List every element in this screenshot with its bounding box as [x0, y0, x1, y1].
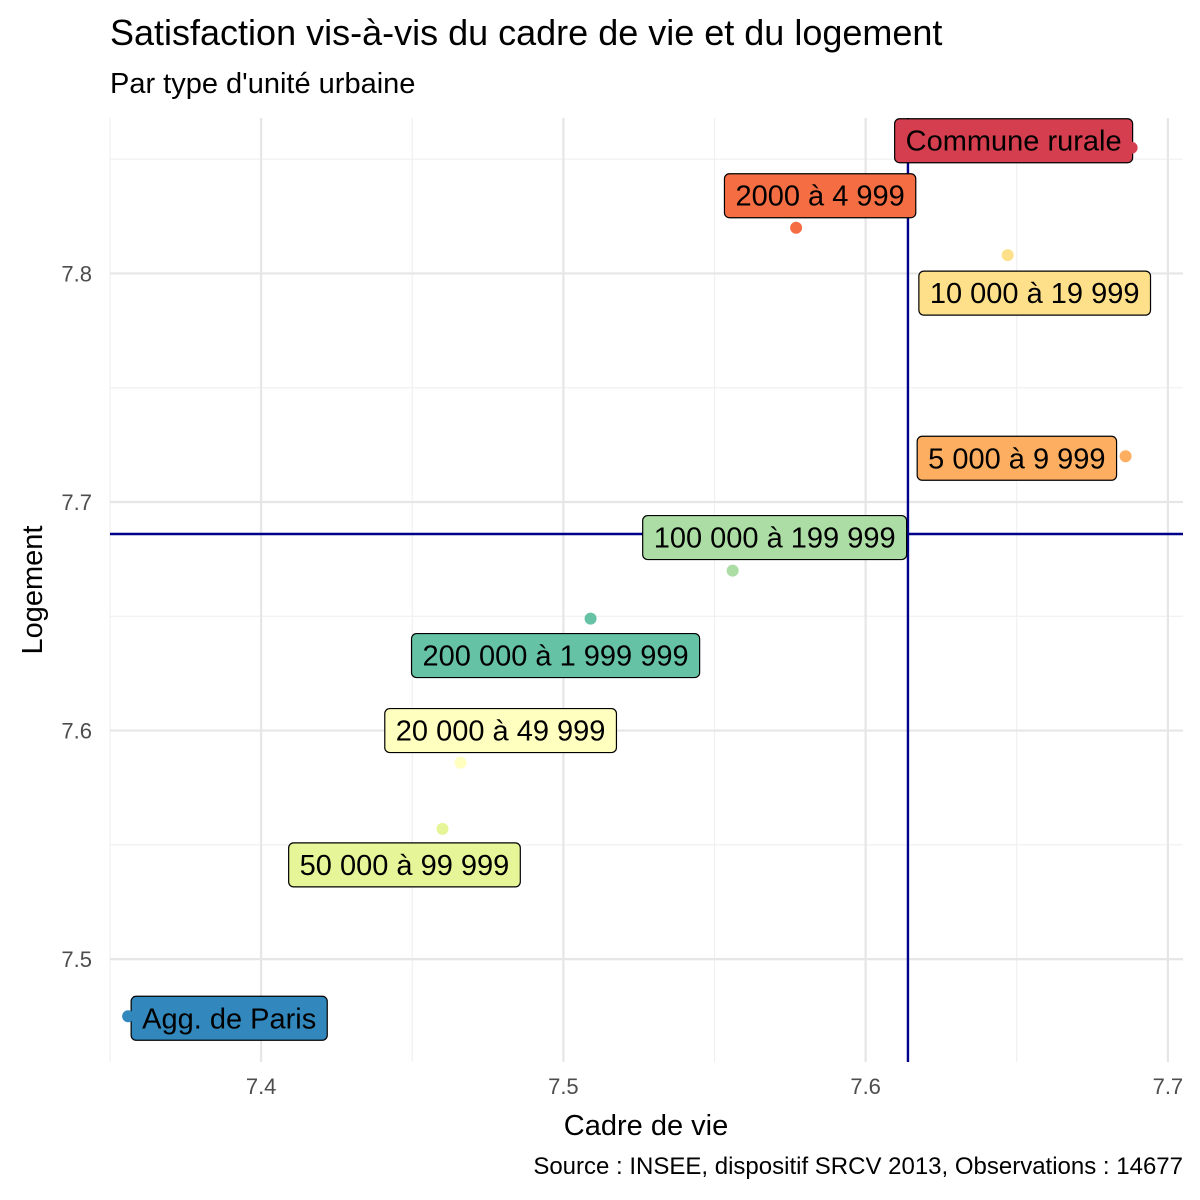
- point-label: Commune rurale: [906, 126, 1122, 158]
- point-label-background: [918, 270, 1152, 316]
- x-tick-label: 7.6: [850, 1074, 881, 1099]
- x-axis-title: Cadre de vie: [564, 1110, 728, 1142]
- y-tick-label: 7.7: [61, 490, 92, 515]
- y-tick-label: 7.5: [61, 947, 92, 972]
- point-label: 100 000 à 199 999: [654, 523, 896, 555]
- point-label-box: 100 000 à 199 999: [642, 514, 908, 561]
- data-point: [1001, 249, 1014, 262]
- x-tick-label: 7.4: [246, 1074, 277, 1099]
- data-point: [454, 756, 467, 769]
- point-label-background: [916, 435, 1118, 481]
- point-label-background: [410, 632, 701, 679]
- point-label: Agg. de Paris: [142, 1003, 316, 1035]
- point-label: 200 000 à 1 999 999: [423, 641, 689, 673]
- y-tick-label: 7.6: [61, 719, 92, 744]
- point-label-background: [642, 514, 908, 561]
- point-label: 5 000 à 9 999: [928, 443, 1105, 475]
- point-label-box: Agg. de Paris: [130, 995, 328, 1041]
- y-tick-label: 7.8: [61, 261, 92, 286]
- point-label: 10 000 à 19 999: [930, 278, 1140, 310]
- point-label: 2000 à 4 999: [735, 181, 904, 213]
- x-tick-label: 7.7: [1153, 1074, 1184, 1099]
- point-label-box: 10 000 à 19 999: [918, 270, 1152, 316]
- point-label: 50 000 à 99 999: [300, 850, 510, 882]
- point-label-box: 200 000 à 1 999 999: [410, 632, 701, 679]
- point-label-box: Commune rurale: [894, 118, 1134, 164]
- point-label-background: [723, 173, 917, 219]
- x-tick-label: 7.5: [548, 1074, 579, 1099]
- data-point: [122, 1010, 135, 1023]
- chart-caption: Source : INSEE, dispositif SRCV 2013, Ob…: [533, 1153, 1183, 1180]
- point-label-background: [288, 842, 521, 888]
- point-label-box: 50 000 à 99 999: [288, 842, 521, 888]
- y-axis-title: Logement: [17, 526, 49, 655]
- chart-subtitle: Par type d'unité urbaine: [110, 68, 416, 100]
- chart-title: Satisfaction vis-à-vis du cadre de vie e…: [110, 12, 943, 53]
- point-label-box: 5 000 à 9 999: [916, 435, 1118, 481]
- point-label: 20 000 à 49 999: [396, 716, 606, 748]
- data-point: [726, 564, 739, 577]
- point-label-background: [384, 707, 618, 754]
- data-point: [1119, 450, 1132, 463]
- point-label-box: 20 000 à 49 999: [384, 707, 618, 754]
- data-point: [790, 221, 803, 234]
- point-label-background: [894, 118, 1134, 164]
- data-point: [436, 822, 449, 835]
- data-point: [1125, 141, 1138, 154]
- point-label-box: 2000 à 4 999: [723, 173, 917, 219]
- data-point: [584, 612, 597, 625]
